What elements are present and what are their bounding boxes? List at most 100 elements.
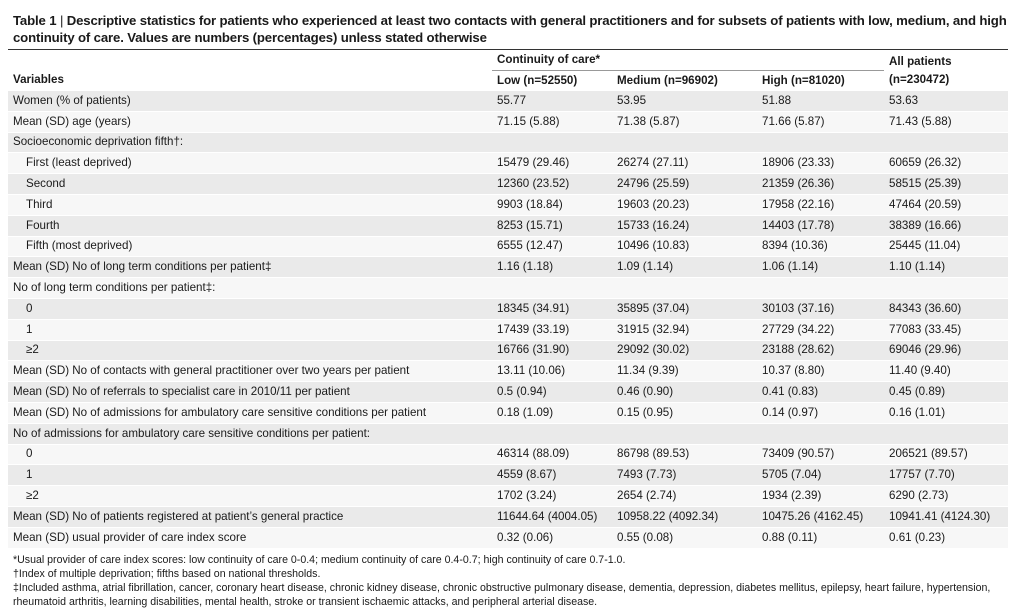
cell-low — [492, 422, 612, 445]
cell-label: Mean (SD) age (years) — [8, 110, 492, 133]
cell-all: 1.10 (1.14) — [884, 256, 1009, 278]
table-row: 1 4559 (8.67) 7493 (7.73) 5705 (7.04) 17757 … — [8, 464, 1009, 486]
table-row: Fourth 8253 (15.71) 15733 (16.24) 14403 (17… — [8, 214, 1009, 237]
cell-medium — [612, 277, 757, 299]
cell-label: 1 — [8, 464, 492, 486]
footnotes: *Usual provider of care index scores: lo… — [8, 548, 1008, 610]
cell-medium: 71.38 (5.87) — [612, 110, 757, 133]
cell-label: Socioeconomic deprivation fifth†: — [8, 131, 492, 153]
cell-all: 17757 (7.70) — [884, 464, 1009, 486]
table-row: Mean (SD) usual provider of care index s… — [8, 526, 1009, 548]
cell-label: Mean (SD) No of admissions for ambulator… — [8, 401, 492, 424]
header-blank — [8, 50, 492, 71]
table-row: Third 9903 (18.84) 19603 (20.23) 17958 (22.… — [8, 193, 1009, 216]
cell-high: 1934 (2.39) — [757, 485, 885, 507]
table-row: ≥2 1702 (3.24) 2654 (2.74) 1934 (2.39) 6290 … — [8, 485, 1009, 507]
cell-high: 10475.26 (4162.45) — [757, 505, 885, 528]
cell-all — [884, 422, 1009, 445]
title-separator: | — [59, 13, 64, 28]
cell-high: 21359 (26.36) — [757, 173, 885, 195]
cell-low — [492, 277, 612, 299]
cell-all: 0.16 (1.01) — [884, 401, 1009, 424]
cell-low: 12360 (23.52) — [492, 173, 612, 195]
cell-label: 0 — [8, 297, 492, 320]
table-caption: Descriptive statistics for patients who … — [13, 13, 1007, 45]
cell-all: 6290 (2.73) — [884, 485, 1009, 507]
cell-all: 84343 (36.60) — [884, 297, 1009, 320]
cell-high: 0.14 (0.97) — [757, 401, 885, 424]
cell-high: 5705 (7.04) — [757, 464, 885, 486]
cell-medium: 2654 (2.74) — [612, 485, 757, 507]
cell-low: 1702 (3.24) — [492, 485, 612, 507]
cell-high: 0.88 (0.11) — [757, 526, 885, 548]
cell-medium: 10958.22 (4092.34) — [612, 505, 757, 528]
cell-label: Second — [8, 173, 492, 195]
cell-high — [757, 277, 885, 299]
cell-all: 0.61 (0.23) — [884, 526, 1009, 548]
table-label: Table 1 — [13, 13, 57, 28]
table-row: Mean (SD) No of contacts with general pr… — [8, 360, 1009, 382]
table-figure: Table 1 | Descriptive statistics for pat… — [8, 0, 1018, 609]
cell-all — [884, 131, 1009, 153]
header-medium: Medium (n=96902) — [617, 73, 718, 87]
cell-all: 69046 (29.96) — [884, 339, 1009, 361]
cell-low: 11644.64 (4004.05) — [492, 505, 612, 528]
cell-medium: 19603 (20.23) — [612, 193, 757, 216]
table-body: Women (% of patients) 55.77 53.95 51.88 53.6… — [8, 90, 1009, 548]
cell-all: 25445 (11.04) — [884, 235, 1009, 257]
footnote-deprivation: †Index of multiple deprivation; fifths b… — [13, 567, 321, 580]
cell-medium: 1.09 (1.14) — [612, 256, 757, 278]
cell-label: Fifth (most deprived) — [8, 235, 492, 257]
cell-medium: 29092 (30.02) — [612, 339, 757, 361]
cell-high: 8394 (10.36) — [757, 235, 885, 257]
cell-medium: 11.34 (9.39) — [612, 360, 757, 382]
cell-high — [757, 422, 885, 445]
cell-label: First (least deprived) — [8, 152, 492, 174]
footnote-usual-provider: *Usual provider of care index scores: lo… — [13, 553, 626, 566]
cell-label: 0 — [8, 443, 492, 465]
cell-high: 1.06 (1.14) — [757, 256, 885, 278]
table-row: Mean (SD) No of admissions for ambulator… — [8, 401, 1009, 424]
table-row: Mean (SD) No of patients registered at p… — [8, 505, 1009, 528]
cell-low: 18345 (34.91) — [492, 297, 612, 320]
cell-all — [884, 277, 1009, 299]
cell-medium: 15733 (16.24) — [612, 214, 757, 237]
cell-low: 0.32 (0.06) — [492, 526, 612, 548]
cell-high: 18906 (23.33) — [757, 152, 885, 174]
cell-high: 17958 (22.16) — [757, 193, 885, 216]
cell-label: Fourth — [8, 214, 492, 237]
cell-high — [757, 131, 885, 153]
table-title: Table 1 | Descriptive statistics for pat… — [8, 0, 1018, 49]
cell-label: No of admissions for ambulatory care sen… — [8, 422, 492, 445]
cell-low: 9903 (18.84) — [492, 193, 612, 216]
cell-medium: 26274 (27.11) — [612, 152, 757, 174]
cell-label: ≥2 — [8, 339, 492, 361]
table-row: Mean (SD) age (years) 71.15 (5.88) 71.38 (… — [8, 110, 1009, 133]
cell-all: 71.43 (5.88) — [884, 110, 1009, 133]
table-row: Second 12360 (23.52) 24796 (25.59) 21359 (2… — [8, 173, 1009, 195]
table-row: No of long term conditions per patient‡: — [8, 277, 1009, 299]
cell-all: 0.45 (0.89) — [884, 381, 1009, 403]
cell-low: 8253 (15.71) — [492, 214, 612, 237]
header-high: High (n=81020) — [762, 73, 845, 87]
cell-high: 27729 (34.22) — [757, 318, 885, 341]
cell-label: ≥2 — [8, 485, 492, 507]
cell-all: 77083 (33.45) — [884, 318, 1009, 341]
cell-low: 55.77 — [492, 90, 612, 112]
cell-label: Mean (SD) No of referrals to specialist … — [8, 381, 492, 403]
cell-medium: 0.46 (0.90) — [612, 381, 757, 403]
cell-label: Mean (SD) No of patients registered at p… — [8, 505, 492, 528]
cell-all: 53.63 — [884, 90, 1009, 112]
cell-high: 51.88 — [757, 90, 885, 112]
cell-low: 17439 (33.19) — [492, 318, 612, 341]
cell-all: 38389 (16.66) — [884, 214, 1009, 237]
table-row: 0 46314 (88.09) 86798 (89.53) 73409 (90.57)… — [8, 443, 1009, 465]
table-row: Socioeconomic deprivation fifth†: — [8, 131, 1009, 153]
cell-high: 14403 (17.78) — [757, 214, 885, 237]
cell-medium — [612, 131, 757, 153]
header-all-line1: All patients — [889, 54, 952, 68]
cell-low — [492, 131, 612, 153]
cell-high: 0.41 (0.83) — [757, 381, 885, 403]
cell-low: 6555 (12.47) — [492, 235, 612, 257]
table-row: ≥2 16766 (31.90) 29092 (30.02) 23188 (28.62… — [8, 339, 1009, 361]
